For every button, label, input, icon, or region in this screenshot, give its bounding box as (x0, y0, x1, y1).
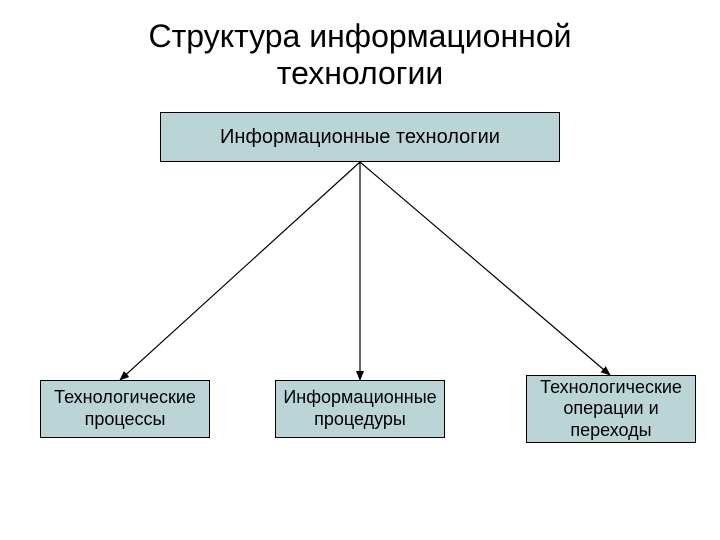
node-right: Технологическиеоперации ипереходы (526, 375, 696, 443)
node-right-label: Технологическиеоперации ипереходы (540, 377, 682, 442)
node-mid-label: Информационныепроцедуры (283, 387, 436, 430)
node-left-label: Технологическиепроцессы (54, 387, 196, 430)
title-line-1: Структура информационнойтехнологии (149, 18, 572, 91)
node-root: Информационные технологии (160, 112, 560, 162)
edge-root-left (120, 162, 360, 380)
node-root-label: Информационные технологии (220, 125, 500, 149)
diagram-title: Структура информационнойтехнологии (0, 18, 720, 92)
edge-root-right (360, 162, 610, 375)
node-left: Технологическиепроцессы (40, 380, 210, 438)
node-mid: Информационныепроцедуры (275, 380, 445, 438)
